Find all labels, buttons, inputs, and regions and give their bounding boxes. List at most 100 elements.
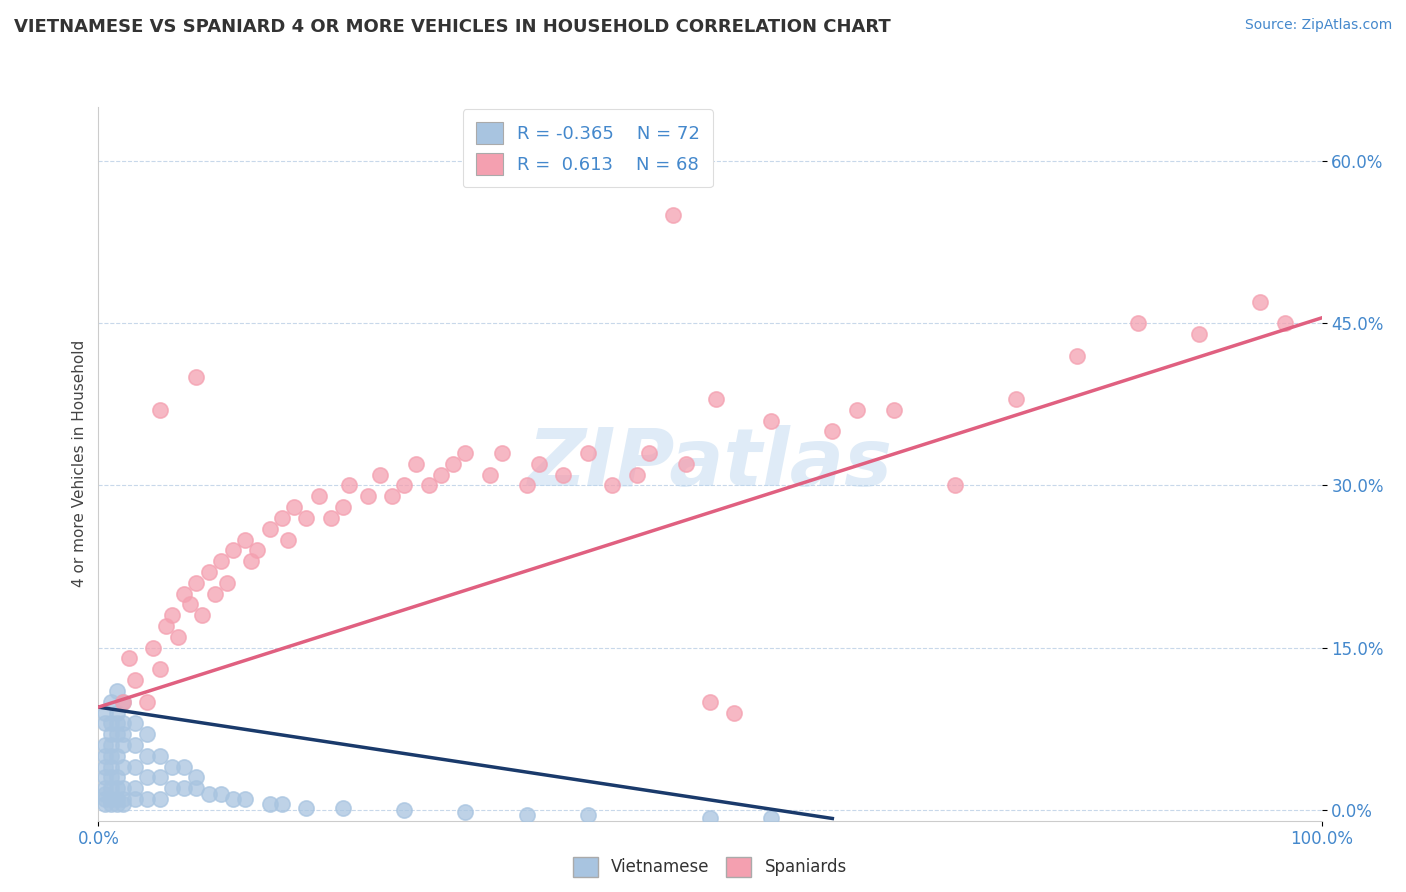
- Point: [246, 543, 269, 558]
- Point: [111, 792, 134, 806]
- Point: [527, 457, 550, 471]
- Point: [100, 797, 122, 812]
- Point: [478, 467, 501, 482]
- Point: [111, 738, 134, 752]
- Point: [233, 533, 256, 547]
- Point: [149, 402, 172, 417]
- Point: [136, 771, 159, 785]
- Point: [167, 630, 190, 644]
- Point: [149, 748, 172, 763]
- Point: [186, 575, 208, 590]
- Point: [576, 808, 599, 822]
- Point: [821, 425, 844, 439]
- Point: [295, 800, 318, 814]
- Point: [209, 787, 232, 801]
- Point: [332, 800, 354, 814]
- Point: [704, 392, 727, 406]
- Point: [576, 446, 599, 460]
- Point: [105, 792, 128, 806]
- Point: [191, 608, 214, 623]
- Point: [105, 771, 128, 785]
- Point: [100, 748, 122, 763]
- Point: [186, 370, 208, 384]
- Point: [111, 716, 134, 731]
- Point: [186, 781, 208, 796]
- Point: [761, 414, 783, 428]
- Point: [100, 738, 122, 752]
- Point: [160, 759, 183, 773]
- Point: [124, 781, 146, 796]
- Point: [105, 727, 128, 741]
- Point: [105, 716, 128, 731]
- Point: [441, 457, 464, 471]
- Point: [93, 792, 115, 806]
- Y-axis label: 4 or more Vehicles in Household: 4 or more Vehicles in Household: [72, 340, 87, 588]
- Point: [124, 738, 146, 752]
- Point: [111, 695, 134, 709]
- Point: [197, 565, 219, 579]
- Point: [1066, 349, 1088, 363]
- Point: [100, 792, 122, 806]
- Text: VIETNAMESE VS SPANIARD 4 OR MORE VEHICLES IN HOUSEHOLD CORRELATION CHART: VIETNAMESE VS SPANIARD 4 OR MORE VEHICLE…: [14, 18, 891, 36]
- Point: [675, 457, 697, 471]
- Point: [1274, 316, 1296, 330]
- Point: [1250, 294, 1272, 309]
- Point: [332, 500, 354, 514]
- Point: [392, 803, 416, 817]
- Point: [295, 511, 318, 525]
- Point: [337, 478, 360, 492]
- Point: [516, 478, 538, 492]
- Point: [136, 748, 159, 763]
- Point: [160, 608, 183, 623]
- Point: [124, 673, 146, 687]
- Point: [491, 446, 513, 460]
- Point: [93, 706, 115, 720]
- Point: [553, 467, 575, 482]
- Point: [319, 511, 342, 525]
- Point: [100, 695, 122, 709]
- Point: [356, 489, 378, 503]
- Point: [209, 554, 232, 568]
- Point: [111, 797, 134, 812]
- Point: [173, 586, 195, 600]
- Point: [392, 478, 416, 492]
- Point: [149, 771, 172, 785]
- Point: [136, 727, 159, 741]
- Point: [1188, 327, 1211, 342]
- Point: [405, 457, 427, 471]
- Point: [215, 575, 238, 590]
- Point: [761, 812, 783, 826]
- Point: [204, 586, 226, 600]
- Text: Source: ZipAtlas.com: Source: ZipAtlas.com: [1244, 18, 1392, 32]
- Point: [454, 446, 477, 460]
- Point: [136, 792, 159, 806]
- Point: [233, 792, 256, 806]
- Point: [173, 781, 195, 796]
- Point: [105, 781, 128, 796]
- Point: [418, 478, 440, 492]
- Point: [222, 543, 245, 558]
- Point: [222, 792, 245, 806]
- Point: [516, 808, 538, 822]
- Point: [270, 797, 294, 812]
- Point: [943, 478, 966, 492]
- Point: [136, 695, 159, 709]
- Point: [626, 467, 648, 482]
- Point: [100, 771, 122, 785]
- Point: [1128, 316, 1150, 330]
- Point: [100, 759, 122, 773]
- Point: [149, 792, 172, 806]
- Point: [662, 208, 685, 222]
- Point: [173, 759, 195, 773]
- Point: [111, 727, 134, 741]
- Legend: Vietnamese, Spaniards: Vietnamese, Spaniards: [567, 850, 853, 884]
- Point: [111, 695, 134, 709]
- Point: [675, 132, 697, 146]
- Point: [111, 781, 134, 796]
- Point: [160, 781, 183, 796]
- Point: [600, 478, 623, 492]
- Point: [105, 748, 128, 763]
- Point: [186, 771, 208, 785]
- Point: [105, 797, 128, 812]
- Point: [124, 792, 146, 806]
